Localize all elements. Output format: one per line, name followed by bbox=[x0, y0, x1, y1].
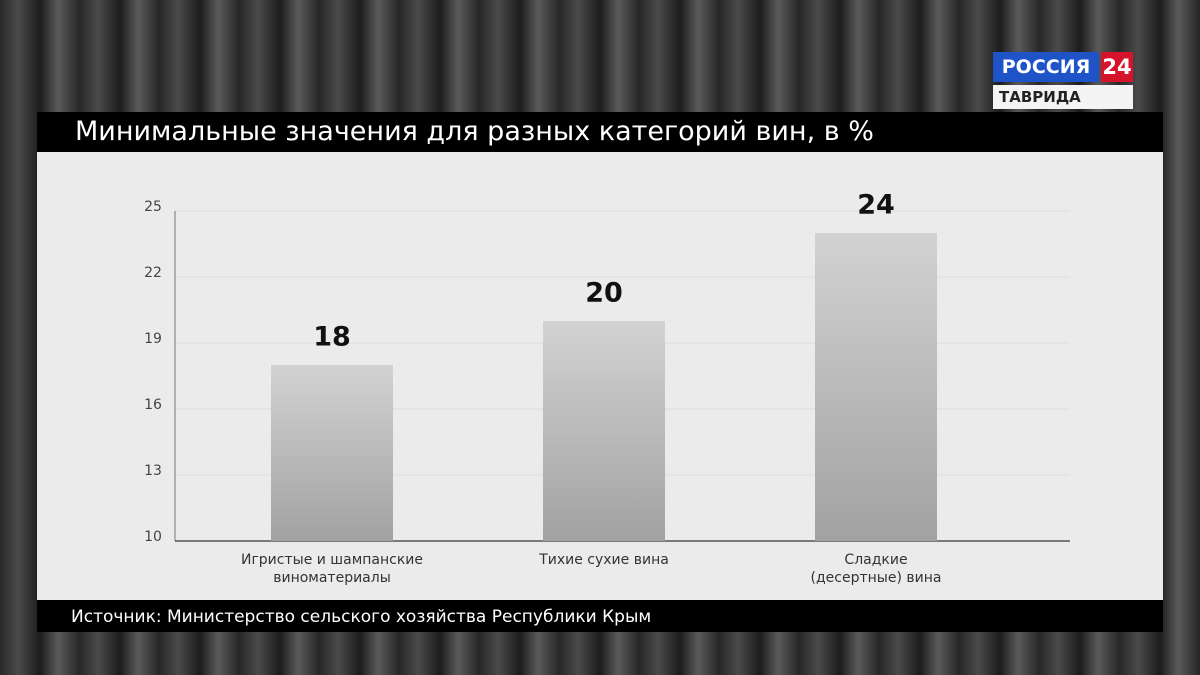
y-tick-label: 13 bbox=[144, 463, 162, 479]
source-note: Источник: Министерство сельского хозяйст… bbox=[37, 600, 1163, 632]
y-tick-label: 22 bbox=[144, 265, 162, 281]
bar bbox=[271, 365, 393, 541]
chart-title: Минимальные значения для разных категори… bbox=[37, 112, 1163, 152]
value-label: 20 bbox=[585, 278, 623, 309]
bar bbox=[815, 233, 937, 541]
y-tick-label: 19 bbox=[144, 331, 162, 347]
y-tick-label: 25 bbox=[144, 199, 162, 215]
channel-logo: РОССИЯ bbox=[993, 52, 1099, 82]
y-tick-label: 16 bbox=[144, 397, 162, 413]
y-tick-label: 10 bbox=[144, 529, 162, 545]
x-tick-label: Игристые и шампанские виноматериалы bbox=[240, 552, 424, 586]
x-tick-label: Тихие сухие вина bbox=[539, 552, 669, 568]
channel-number: 24 bbox=[1101, 52, 1133, 82]
channel-region: ТАВРИДА bbox=[993, 85, 1133, 109]
x-tick-label: Сладкие (десертные) вина bbox=[810, 552, 942, 586]
bar bbox=[543, 321, 665, 541]
value-label: 18 bbox=[313, 322, 351, 353]
value-label: 24 bbox=[857, 190, 895, 221]
